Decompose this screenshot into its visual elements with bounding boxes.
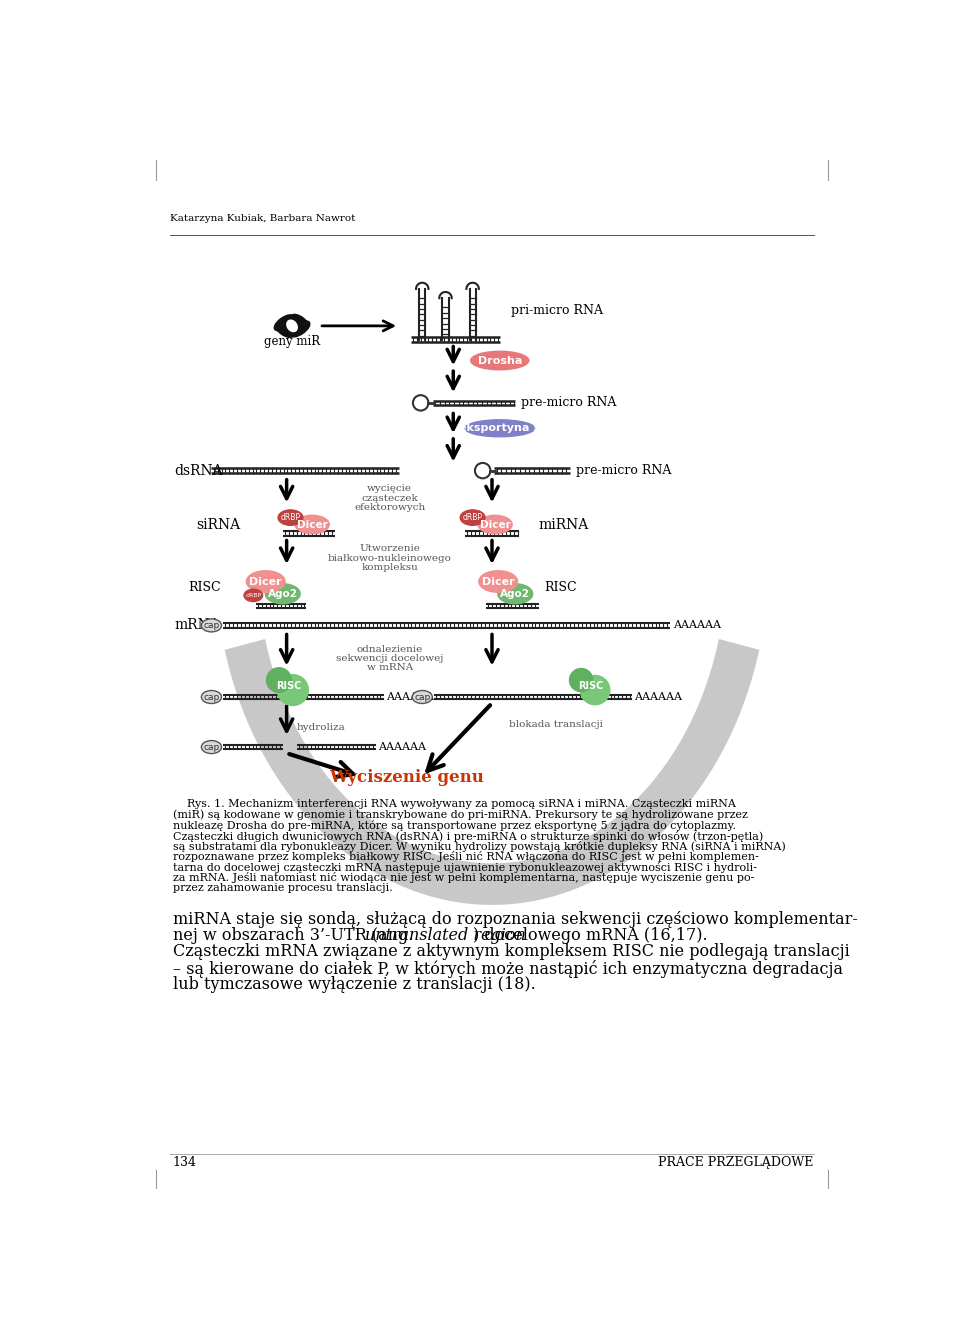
Text: dRBP: dRBP: [280, 513, 300, 522]
Ellipse shape: [291, 314, 308, 329]
Ellipse shape: [278, 510, 303, 525]
Text: – są kierowane do ciałek P, w których może nastąpić ich enzymatyczna degradacja: – są kierowane do ciałek P, w których mo…: [173, 959, 843, 978]
Text: Katarzyna Kubiak, Barbara Nawrot: Katarzyna Kubiak, Barbara Nawrot: [170, 215, 356, 223]
Text: (miR) są kodowane w genomie i transkrybowane do pri-miRNA. Prekursory te są hydr: (miR) są kodowane w genomie i transkrybo…: [173, 810, 748, 820]
Text: są substratami dla rybonukleazy Dicer. W wyniku hydrolizy powstają krótkie duple: są substratami dla rybonukleazy Dicer. W…: [173, 840, 785, 852]
Text: lub tymczasowe wyłączenie z translacji (18).: lub tymczasowe wyłączenie z translacji (…: [173, 975, 536, 993]
Ellipse shape: [202, 619, 222, 632]
Text: pri-micro RNA: pri-micro RNA: [512, 305, 604, 318]
Text: pre-micro RNA: pre-micro RNA: [576, 464, 671, 477]
Ellipse shape: [276, 323, 293, 338]
Text: geny miR: geny miR: [264, 335, 320, 349]
Ellipse shape: [290, 321, 310, 337]
Text: Dicer: Dicer: [297, 520, 327, 529]
Text: białkowo-nukleinowego: białkowo-nukleinowego: [327, 553, 451, 562]
Text: dRBP: dRBP: [463, 513, 483, 522]
Circle shape: [581, 676, 610, 704]
Text: Wyciszenie genu: Wyciszenie genu: [329, 770, 484, 787]
Circle shape: [475, 464, 491, 478]
Text: kompleksu: kompleksu: [361, 562, 418, 572]
Polygon shape: [225, 639, 759, 904]
Ellipse shape: [265, 584, 300, 604]
Text: siRNA: siRNA: [196, 517, 240, 532]
Text: nukleazę Drosha do pre-miRNA, które są transportowane przez eksportynę 5 z jądra: nukleazę Drosha do pre-miRNA, które są t…: [173, 820, 735, 831]
Text: pre-micro RNA: pre-micro RNA: [521, 397, 617, 409]
Text: 134: 134: [173, 1156, 197, 1169]
Ellipse shape: [202, 691, 222, 704]
Text: RISC: RISC: [188, 581, 221, 595]
Text: Dicer: Dicer: [250, 577, 282, 587]
Text: AAAAAA: AAAAAA: [673, 620, 721, 631]
Ellipse shape: [244, 589, 263, 601]
Text: Cząsteczki długich dwuniciowych RNA (dsRNA) i pre-miRNA o strukturze spinki do w: Cząsteczki długich dwuniciowych RNA (dsR…: [173, 831, 763, 842]
Text: RISC: RISC: [276, 681, 301, 691]
Ellipse shape: [275, 315, 295, 331]
Text: cap: cap: [414, 692, 430, 701]
Text: cap: cap: [204, 692, 220, 701]
Ellipse shape: [465, 420, 535, 437]
Circle shape: [267, 668, 291, 692]
Text: efektorowych: efektorowych: [354, 502, 425, 512]
Circle shape: [413, 395, 428, 410]
Ellipse shape: [247, 570, 285, 592]
Text: AAAAAA: AAAAAA: [634, 692, 682, 701]
Ellipse shape: [287, 321, 298, 331]
Text: cząsteczek: cząsteczek: [361, 494, 418, 502]
Text: Ago2: Ago2: [268, 589, 298, 599]
Ellipse shape: [460, 510, 485, 525]
Ellipse shape: [202, 740, 222, 754]
Text: eksportyna 5: eksportyna 5: [459, 424, 540, 433]
Text: odnalezienie: odnalezienie: [356, 644, 422, 653]
Text: ) docelowego mRNA (16,17).: ) docelowego mRNA (16,17).: [473, 927, 708, 945]
Text: miRNA: miRNA: [539, 517, 588, 532]
Ellipse shape: [412, 691, 432, 704]
Text: Cząsteczki mRNA związane z aktywnym kompleksem RISC nie podlegają translacji: Cząsteczki mRNA związane z aktywnym komp…: [173, 943, 850, 961]
Text: Dicer: Dicer: [480, 520, 511, 529]
Text: blokada translacji: blokada translacji: [509, 720, 603, 729]
Ellipse shape: [498, 584, 533, 604]
Text: RISC: RISC: [579, 681, 604, 691]
Text: untranslated region: untranslated region: [365, 927, 526, 945]
Text: wycięcie: wycięcie: [367, 485, 412, 493]
Text: cap: cap: [204, 743, 220, 752]
Text: dRBP: dRBP: [245, 593, 261, 599]
Ellipse shape: [478, 516, 512, 534]
Text: rozpoznawane przez kompleks białkowy RISC. Jeśli nić RNA włączona do RISC jest w: rozpoznawane przez kompleks białkowy RIS…: [173, 851, 758, 863]
Text: Drosha: Drosha: [477, 355, 522, 366]
Text: dsRNA: dsRNA: [175, 464, 223, 478]
Text: Ago2: Ago2: [500, 589, 530, 599]
Ellipse shape: [470, 351, 529, 370]
Text: AAAAAA: AAAAAA: [386, 692, 434, 701]
Text: Utworzenie: Utworzenie: [359, 545, 420, 553]
Text: Dicer: Dicer: [482, 577, 515, 587]
Text: w mRNA: w mRNA: [367, 663, 413, 672]
Text: RISC: RISC: [544, 581, 577, 595]
Text: miRNA staje się sondą, służącą do rozpoznania sekwencji częściowo komplementar-: miRNA staje się sondą, służącą do rozpoz…: [173, 911, 857, 929]
Text: sekwencji docelowej: sekwencji docelowej: [336, 653, 444, 663]
Ellipse shape: [479, 570, 517, 592]
Text: tarna do docelowej cząsteczki mRNA następuje ujawnienie rybonukleazowej aktywnoś: tarna do docelowej cząsteczki mRNA nastę…: [173, 862, 756, 872]
Ellipse shape: [295, 516, 329, 534]
Text: PRACE PRZEGLĄDOWE: PRACE PRZEGLĄDOWE: [659, 1156, 814, 1169]
Text: mRNA: mRNA: [175, 619, 220, 632]
Text: Rys. 1. Mechanizm interferencji RNA wywoływany za pomocą siRNA i miRNA. Cząstecz: Rys. 1. Mechanizm interferencji RNA wywo…: [173, 799, 735, 810]
Text: przez zahamowanie procesu translacji.: przez zahamowanie procesu translacji.: [173, 883, 393, 892]
Text: cap: cap: [204, 621, 220, 629]
Circle shape: [277, 675, 308, 705]
Text: nej w obszarach 3’-UTR (ang.: nej w obszarach 3’-UTR (ang.: [173, 927, 419, 945]
Text: AAAAAA: AAAAAA: [378, 741, 426, 752]
Circle shape: [569, 668, 592, 692]
Text: za mRNA. Jeśli natomiast nić wiodąca nie jest w pełni komplementarna, następuje : za mRNA. Jeśli natomiast nić wiodąca nie…: [173, 872, 754, 883]
Text: hydroliza: hydroliza: [297, 723, 346, 732]
